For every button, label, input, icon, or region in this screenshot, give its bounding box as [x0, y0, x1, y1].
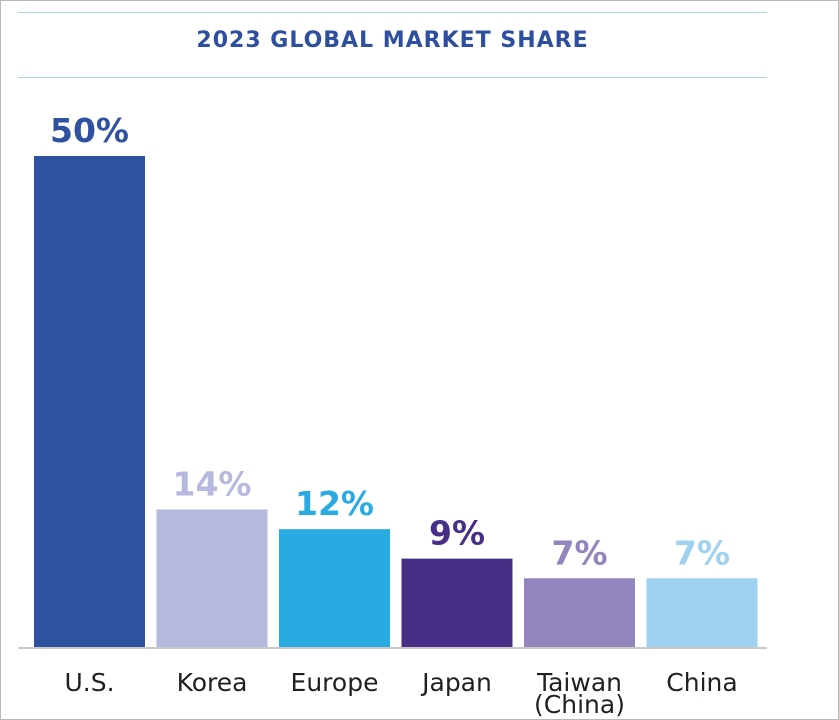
bar-1: [156, 509, 268, 647]
category-label-line: Taiwan: [536, 668, 622, 697]
category-label-line: Japan: [420, 668, 492, 697]
value-label-2: 12%: [295, 484, 374, 523]
category-label-1: Korea: [177, 668, 248, 697]
category-label-2: Europe: [291, 668, 379, 697]
category-label-line: Korea: [177, 668, 248, 697]
title-top-rule: [18, 12, 767, 13]
value-label-5: 7%: [674, 533, 730, 572]
bar-4: [524, 578, 635, 647]
value-label-0: 50%: [50, 111, 129, 150]
category-label-5: China: [666, 668, 737, 697]
category-label-line: U.S.: [64, 668, 114, 697]
category-label-line: Europe: [291, 668, 379, 697]
category-label-line: China: [666, 668, 737, 697]
chart-title: 2023 GLOBAL MARKET SHARE: [196, 28, 589, 53]
category-label-0: U.S.: [64, 668, 114, 697]
bar-5: [646, 578, 758, 647]
value-label-1: 14%: [173, 465, 252, 504]
bar-3: [401, 558, 513, 647]
category-label-4: Taiwan (China): [534, 668, 625, 719]
value-label-3: 9%: [429, 514, 485, 553]
bar-2: [279, 529, 390, 647]
title-bottom-rule: [18, 77, 767, 78]
category-label-line: (China): [534, 690, 625, 719]
category-label-3: Japan: [420, 668, 492, 697]
value-label-4: 7%: [551, 533, 607, 572]
bar-0: [34, 156, 145, 647]
